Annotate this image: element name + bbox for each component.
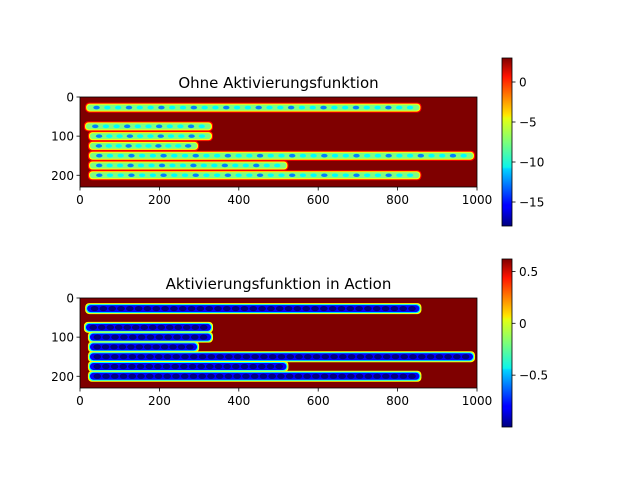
plot-frame [79,96,478,188]
colorbar-frame [501,57,513,227]
x-tick-label: 0 [76,394,84,408]
heatmap-plot [79,297,478,389]
x-tick-label: 1000 [462,193,493,207]
text-line-blob [85,102,422,113]
y-tick-label: 0 [66,91,74,105]
colorbar-tick-label: 0.5 [519,265,538,279]
plot-frame [79,297,478,389]
colorbar-gradient [502,259,512,427]
x-tick-label: 600 [307,394,330,408]
text-line-blob [87,160,289,171]
text-line-blob [87,360,289,372]
colorbar-tick-label: −10 [519,156,544,170]
text-line-blob [83,121,214,132]
text-line-blob [87,150,476,161]
y-tick-label: 100 [51,331,74,345]
colorbar-tick-label: 0 [519,76,527,90]
y-axis: 0 100 200 [51,91,80,183]
colorbar-tick-label: −5 [519,116,537,130]
colorbar-tick-label: −0.5 [519,369,548,383]
chart-title: Ohne Aktivierungsfunktion [178,74,378,92]
x-axis: 0 200 400 600 800 1000 [76,388,492,408]
text-line-blob [83,321,214,333]
panel-top: Ohne Aktivierungsfunktion 0 200 400 600 800 1… [51,57,544,227]
x-tick-label: 800 [386,394,409,408]
x-tick-label: 1000 [462,394,493,408]
x-tick-label: 0 [76,193,84,207]
y-tick-label: 200 [51,370,74,384]
x-tick-label: 200 [148,193,171,207]
y-tick-label: 100 [51,130,74,144]
text-line-blob [87,331,214,343]
text-line-blob [87,140,200,151]
x-tick-label: 800 [386,193,409,207]
colorbar: 0 −5 −10 −15 [501,57,544,227]
text-line-blob [87,341,200,353]
colorbar-frame [501,258,513,428]
y-axis: 0 100 200 [51,292,80,384]
x-tick-label: 600 [307,193,330,207]
text-line-blob [87,370,422,382]
colorbar: 0.5 0 −0.5 [501,258,548,428]
colorbar-tick-label: −15 [519,196,544,210]
colorbar-tick-label: 0 [519,317,527,331]
text-line-blob [87,131,214,142]
x-tick-label: 400 [227,394,250,408]
y-tick-label: 200 [51,169,74,183]
x-tick-label: 400 [227,193,250,207]
text-line-blob [87,170,422,181]
chart-title: Aktivierungsfunktion in Action [166,275,392,293]
y-tick-label: 0 [66,292,74,306]
panel-bottom: Aktivierungsfunktion in Action 0 200 400 60… [51,258,548,428]
colorbar-gradient [502,58,512,226]
text-line-blob [85,303,422,315]
x-tick-label: 200 [148,394,171,408]
text-line-blob [87,351,476,363]
x-axis: 0 200 400 600 800 1000 [76,187,492,207]
heatmap-plot [79,96,478,188]
